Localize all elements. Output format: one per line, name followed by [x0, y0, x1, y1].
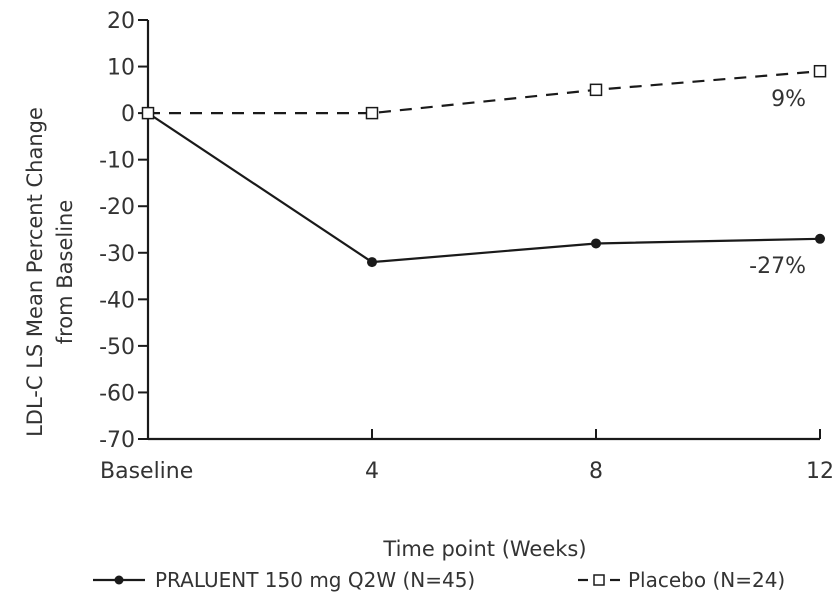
y-axis-title-line-2: from Baseline	[53, 200, 77, 345]
data-point-placebo	[589, 83, 603, 97]
data-point-placebo	[813, 64, 827, 78]
y-tick-label: -10	[99, 149, 135, 174]
series-layer	[141, 64, 827, 268]
y-tick-label: -30	[99, 242, 135, 267]
x-tick-label: 12	[806, 459, 834, 484]
data-point-placebo	[141, 106, 155, 120]
legend: PRALUENT 150 mg Q2W (N=45) Placebo (N=24…	[93, 568, 785, 592]
data-point-placebo	[365, 106, 379, 120]
x-tick-label: 4	[365, 459, 379, 484]
end-label-placebo: 9%	[771, 87, 806, 112]
y-tick-label: 0	[121, 102, 135, 127]
legend-placebo-marker	[593, 574, 605, 586]
legend-item-placebo: Placebo (N=24)	[578, 568, 785, 592]
y-tick-label: -70	[99, 428, 135, 453]
y-tick-label: -40	[99, 288, 135, 313]
x-tick-label: 8	[589, 459, 603, 484]
x-tick-label: Baseline	[100, 459, 193, 484]
y-tick-label: 20	[107, 9, 135, 34]
data-point-praluent	[367, 257, 377, 268]
legend-placebo-label: Placebo (N=24)	[628, 568, 785, 592]
legend-item-praluent: PRALUENT 150 mg Q2W (N=45)	[93, 568, 475, 592]
data-point-praluent	[815, 233, 825, 244]
series-line-placebo	[148, 70, 821, 115]
y-tick-label: 10	[107, 56, 135, 81]
annotation-layer: -27% 9%	[749, 87, 806, 279]
y-tick-label: -60	[99, 381, 135, 406]
y-tick-label: -20	[99, 195, 135, 220]
legend-praluent-label: PRALUENT 150 mg Q2W (N=45)	[155, 568, 475, 592]
axes: 20 10 0 -10 -20 -30 -40 -50 -60 -70 Baseline 4 8 12	[99, 9, 834, 484]
y-axis-title-line-1: LDL-C LS Mean Percent Change	[23, 107, 47, 437]
data-point-praluent	[591, 238, 601, 249]
legend-praluent-marker	[114, 575, 124, 585]
series-line-praluent	[147, 112, 821, 264]
end-label-praluent: -27%	[749, 254, 806, 279]
x-axis-title: Time point (Weeks)	[382, 537, 586, 561]
y-tick-label: -50	[99, 335, 135, 360]
y-axis-title: LDL-C LS Mean Percent Change from Baseli…	[23, 107, 77, 437]
